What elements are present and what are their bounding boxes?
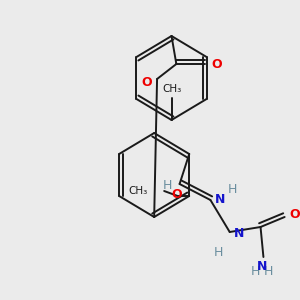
- Text: H: H: [163, 179, 172, 193]
- Text: N: N: [234, 227, 244, 241]
- Text: H: H: [214, 246, 223, 259]
- Text: methoxy: methoxy: [149, 190, 156, 192]
- Text: O: O: [290, 208, 300, 221]
- Text: CH₃: CH₃: [162, 84, 181, 94]
- Text: O: O: [142, 76, 152, 88]
- Text: O: O: [171, 188, 181, 200]
- Text: O: O: [211, 58, 222, 71]
- Text: N: N: [215, 194, 226, 206]
- Text: H: H: [228, 184, 237, 196]
- Text: H: H: [251, 265, 260, 278]
- Text: CH₃: CH₃: [128, 186, 148, 196]
- Text: N: N: [257, 260, 268, 273]
- Text: H: H: [264, 265, 273, 278]
